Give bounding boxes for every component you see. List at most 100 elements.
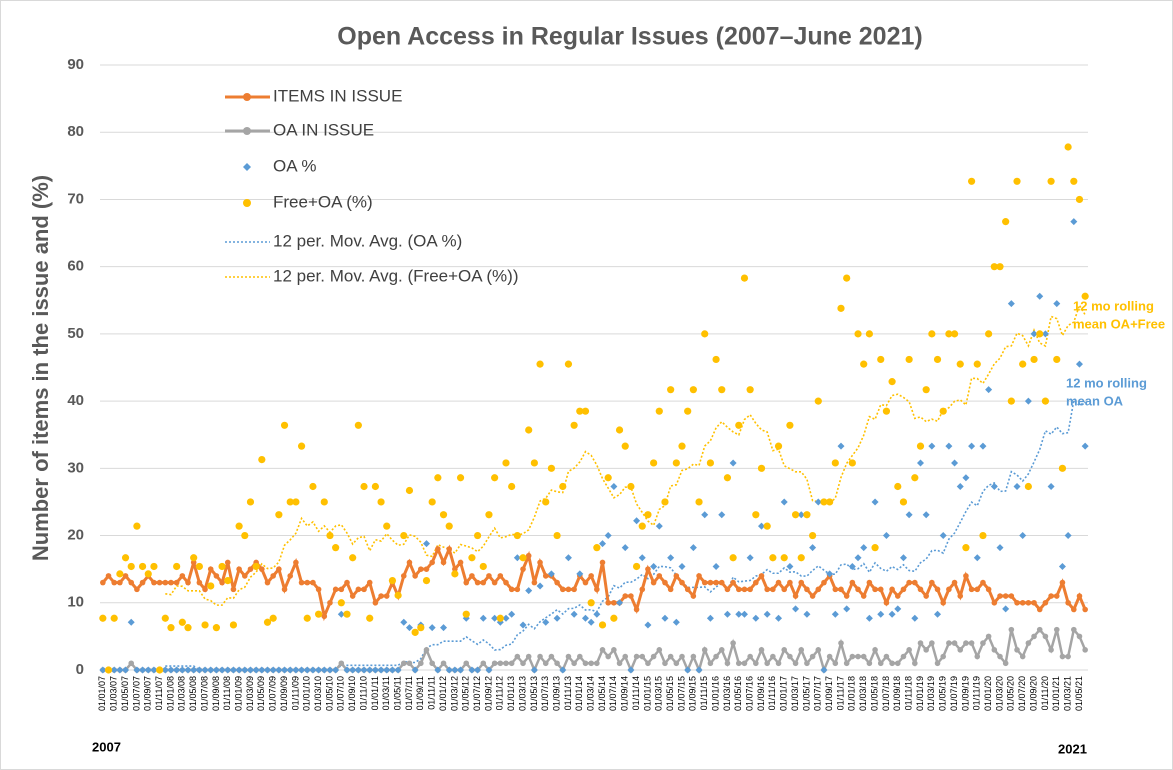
data-point [212, 666, 220, 674]
data-point [990, 482, 998, 490]
x-tick-label: 01/09/16 [756, 676, 766, 711]
data-point [1031, 599, 1037, 606]
data-point [388, 666, 396, 674]
x-tick-label: 01/11/14 [631, 676, 641, 710]
data-point [491, 660, 498, 667]
data-point [872, 647, 878, 653]
data-point [133, 666, 141, 674]
data-point [1024, 397, 1032, 405]
data-point [797, 511, 805, 519]
data-point [991, 599, 998, 606]
data-point [729, 459, 737, 467]
data-point [616, 660, 623, 667]
data-point [706, 459, 715, 467]
data-point [354, 666, 362, 674]
y-tick-label: 10 [67, 594, 84, 611]
x-tick-label: 01/03/18 [858, 676, 868, 711]
data-point [554, 579, 560, 586]
data-point [412, 573, 418, 579]
data-point [486, 573, 492, 579]
x-tick-label: 01/01/18 [847, 676, 857, 711]
legend-marker [243, 199, 251, 207]
data-point [1031, 633, 1037, 640]
x-tick-label: 01/07/19 [949, 676, 959, 711]
data-point [815, 586, 822, 593]
data-point [587, 599, 595, 607]
data-point [1042, 633, 1049, 640]
data-point [593, 610, 601, 618]
x-tick-label: 01/03/11 [381, 676, 391, 710]
data-point [997, 653, 1003, 660]
data-point [513, 554, 521, 562]
data-point [400, 573, 407, 579]
data-point [1058, 562, 1066, 570]
data-point [394, 666, 402, 674]
data-point [933, 355, 942, 364]
data-point [479, 614, 487, 622]
data-point [497, 660, 504, 667]
data-point [474, 666, 482, 674]
x-tick-label: 01/01/21 [1051, 676, 1061, 711]
data-point [974, 586, 981, 593]
data-point [713, 653, 719, 660]
data-point [565, 586, 572, 593]
data-point [695, 498, 703, 506]
data-point [468, 666, 476, 674]
data-point [564, 554, 572, 562]
data-point [968, 640, 975, 646]
data-point [667, 386, 675, 394]
data-point [207, 666, 215, 674]
data-point [604, 532, 612, 540]
data-point [303, 666, 311, 674]
data-point [411, 628, 419, 636]
data-point [344, 579, 350, 586]
data-point [281, 666, 289, 674]
data-point [997, 593, 1003, 599]
data-point [485, 511, 493, 519]
data-point [537, 653, 543, 660]
data-point [338, 660, 345, 667]
data-point [865, 330, 873, 338]
x-tick-label: 01/03/12 [449, 676, 459, 711]
data-point [611, 599, 617, 606]
x-tick-label: 01/07/18 [881, 676, 891, 711]
data-point [718, 647, 725, 653]
annotation: mean OA [1066, 393, 1124, 408]
data-point [429, 660, 435, 667]
data-point [218, 666, 226, 674]
data-point [310, 579, 316, 586]
data-point [133, 522, 141, 530]
x-tick-label: 01/09/12 [483, 676, 493, 711]
data-point [837, 442, 845, 450]
data-point [270, 573, 276, 579]
data-point [371, 482, 379, 491]
data-point [963, 640, 969, 646]
data-point [536, 582, 544, 590]
data-point [855, 586, 861, 593]
data-point [388, 576, 397, 585]
data-point [763, 610, 771, 618]
data-point [417, 624, 425, 632]
data-point [405, 624, 413, 632]
data-point [462, 610, 470, 618]
data-point [281, 586, 288, 593]
data-point [1071, 626, 1077, 633]
data-point [655, 522, 663, 530]
data-point [1053, 355, 1061, 364]
data-point [956, 482, 964, 490]
data-point [894, 605, 902, 613]
data-point [673, 573, 680, 579]
data-point [445, 666, 453, 674]
data-point [1071, 606, 1077, 613]
x-tick-label: 01/05/19 [938, 676, 948, 711]
data-point [707, 579, 714, 586]
y-tick-label: 50 [67, 325, 84, 342]
data-point [877, 660, 884, 667]
x-tick-label: 01/01/13 [506, 676, 516, 711]
data-point [655, 407, 663, 415]
data-point [644, 511, 652, 519]
x-tick-label: 01/05/14 [597, 676, 607, 711]
data-point [894, 660, 901, 667]
data-point [939, 407, 947, 415]
